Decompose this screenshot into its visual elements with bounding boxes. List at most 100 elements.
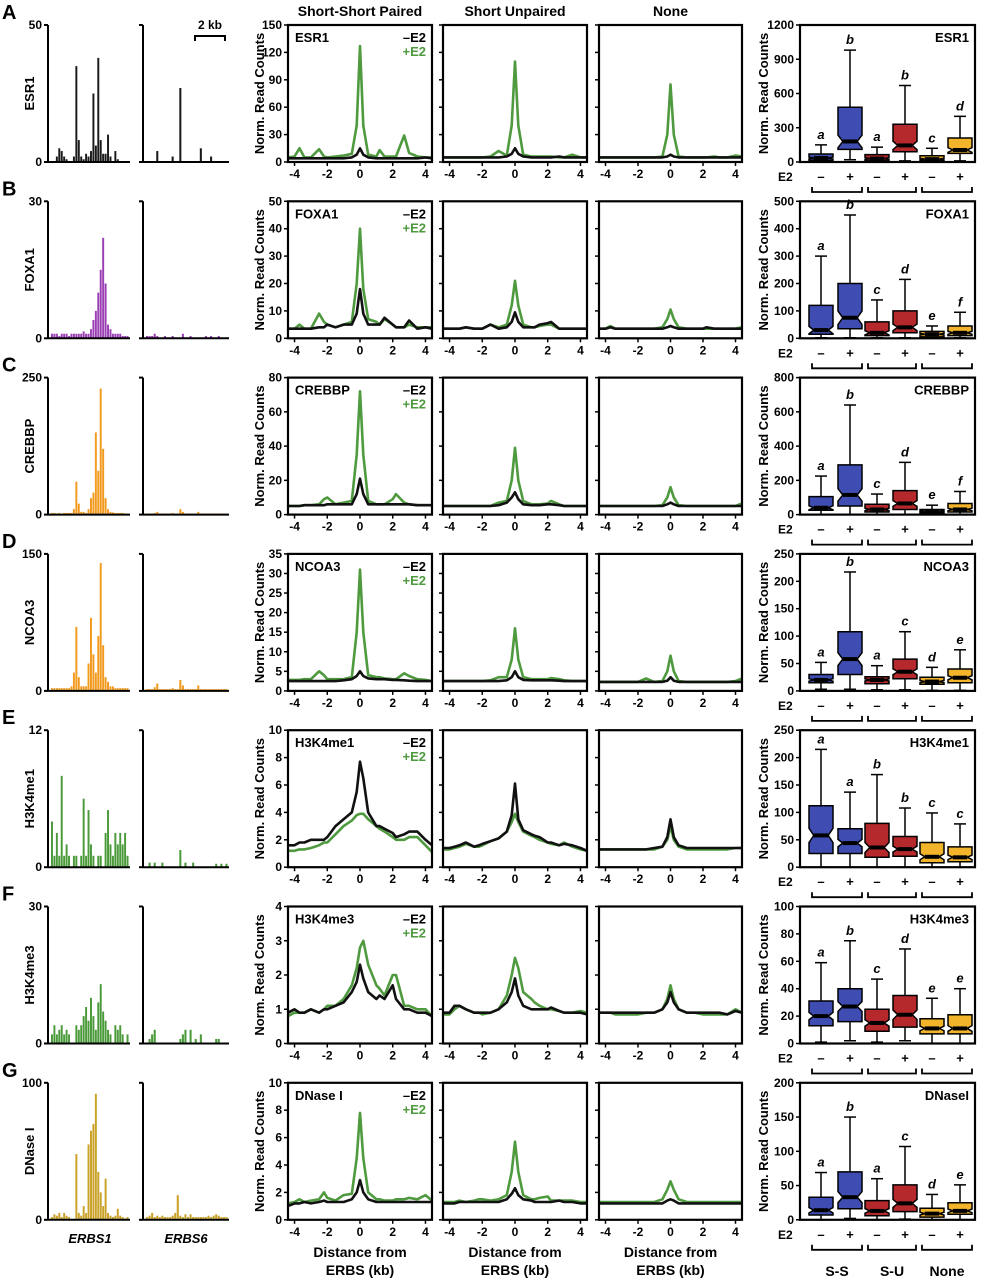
- coverage-bar: [156, 683, 159, 691]
- e2-sign: +: [901, 1051, 909, 1066]
- coverage-bar: [121, 336, 124, 339]
- e2-axis-label: E2: [778, 1052, 793, 1066]
- x-tick-label: -4: [289, 1225, 300, 1239]
- coverage-bar: [53, 688, 56, 691]
- boxplot: Norm. Read Counts 0 100 200 300 400 500 a – b + c – d…: [756, 194, 977, 370]
- x-axis-label: ERBS (kb): [636, 1262, 704, 1278]
- y-tick-label: 600: [774, 87, 794, 101]
- coverage-bar: [90, 1130, 92, 1220]
- coverage-bar: [215, 863, 218, 868]
- coverage-bar: [161, 1215, 164, 1220]
- series-minus-e2: [599, 990, 743, 1016]
- x-tick-label: 2: [700, 1225, 707, 1239]
- coverage-bar: [210, 336, 213, 339]
- series-plus-e2: [288, 812, 433, 853]
- x-tick-label: 0: [667, 1049, 674, 1063]
- significance-letter: c: [873, 961, 881, 976]
- group-bracket: [921, 715, 973, 722]
- coverage-bar: [102, 1011, 105, 1044]
- box-ylabel: Norm. Read Counts: [756, 385, 771, 506]
- y-tick-label: 300: [774, 121, 794, 135]
- box-ylabel: Norm. Read Counts: [756, 738, 771, 859]
- plot-frame: [597, 200, 744, 340]
- plot-frame: [597, 376, 744, 516]
- coverage-bar: [126, 855, 129, 868]
- median-bar: [869, 156, 885, 161]
- coverage-bar: [80, 156, 83, 162]
- coverage-bar: [63, 688, 66, 691]
- series-plus-e2: [599, 984, 743, 1016]
- e2-sign: –: [873, 345, 880, 360]
- coverage-bar: [82, 686, 85, 691]
- coverage-bar: [87, 333, 90, 339]
- panel-row-G: G DNase I 100 0 Norm. Read Counts 0 2 4 6 8 10 -4 -2…: [2, 1060, 977, 1251]
- coverage-bar: [80, 511, 83, 515]
- x-tick-label: 0: [667, 696, 674, 710]
- coverage-bar: [55, 156, 58, 162]
- series-minus-e2: [443, 491, 587, 508]
- significance-letter: e: [956, 971, 963, 986]
- x-tick-label: 2: [389, 167, 396, 181]
- x-tick-label: 2: [544, 1049, 551, 1063]
- track-ylabel: CREBBP: [22, 418, 37, 473]
- e2-sign: +: [956, 1051, 964, 1066]
- e2-axis-label: E2: [778, 346, 793, 360]
- coverage-bar: [114, 1215, 117, 1220]
- coverage-bar: [60, 688, 63, 691]
- panel-letter: A: [2, 2, 16, 24]
- coverage-bar: [116, 1029, 119, 1044]
- x-tick-label: -2: [477, 520, 488, 534]
- significance-letter: d: [901, 444, 910, 459]
- coverage-bar: [65, 159, 68, 162]
- coverage-bar: [163, 336, 166, 339]
- y-tick-label: 4: [275, 900, 282, 914]
- group-label: None: [930, 1263, 965, 1279]
- y-tick-label: 20: [781, 1009, 795, 1023]
- coverage-bar: [114, 1025, 117, 1044]
- x-tick-label: 0: [512, 1049, 519, 1063]
- panel-letter: G: [2, 1060, 18, 1082]
- coverage-bar: [153, 862, 156, 868]
- y-tick-label: 15: [269, 625, 283, 639]
- coverage-bar: [82, 511, 85, 515]
- coverage-bar: [107, 810, 110, 868]
- x-tick-label: 0: [512, 167, 519, 181]
- coverage-bar: [199, 1034, 202, 1044]
- profile-factor-label: H3K4me1: [295, 735, 354, 750]
- y-tick-label: 100: [774, 900, 794, 914]
- e2-sign: +: [846, 698, 854, 713]
- coverage-bar: [87, 663, 90, 691]
- significance-letter: b: [846, 387, 854, 402]
- y-tick-label: 35: [269, 547, 283, 561]
- x-axis-label: Distance from: [624, 1244, 717, 1260]
- coverage-bar: [184, 1214, 187, 1220]
- median-bar: [924, 679, 940, 684]
- coverage-bar: [77, 677, 80, 691]
- series-plus-e2: [287, 1111, 433, 1205]
- x-tick-label: -2: [322, 696, 333, 710]
- coverage-bar: [75, 1025, 78, 1044]
- x-tick-label: 2: [389, 1049, 396, 1063]
- coverage-bar: [181, 511, 184, 515]
- coverage-bar: [80, 686, 83, 691]
- x-tick-label: -2: [322, 520, 333, 534]
- box-title: NCOA3: [923, 559, 969, 574]
- significance-letter: d: [901, 931, 910, 946]
- e2-sign: +: [901, 169, 909, 184]
- e2-sign: –: [928, 522, 935, 537]
- y-tick-label: 200: [774, 1076, 794, 1090]
- profile-factor-label: DNase I: [295, 1088, 343, 1103]
- plot-frame: [286, 23, 434, 164]
- box-ylabel: Norm. Read Counts: [756, 1091, 771, 1212]
- coverage-bar: [181, 333, 184, 339]
- coverage-bar: [126, 1217, 129, 1220]
- median-bar: [813, 156, 829, 161]
- median-bar: [842, 492, 858, 497]
- boxplot: Norm. Read Counts 0 20 40 60 80 100 a – b + c – d + e – e…: [756, 900, 977, 1075]
- coverage-bar: [60, 1025, 63, 1044]
- significance-letter: b: [873, 757, 881, 772]
- coverage-bar: [72, 509, 75, 515]
- coverage-bar: [179, 509, 182, 515]
